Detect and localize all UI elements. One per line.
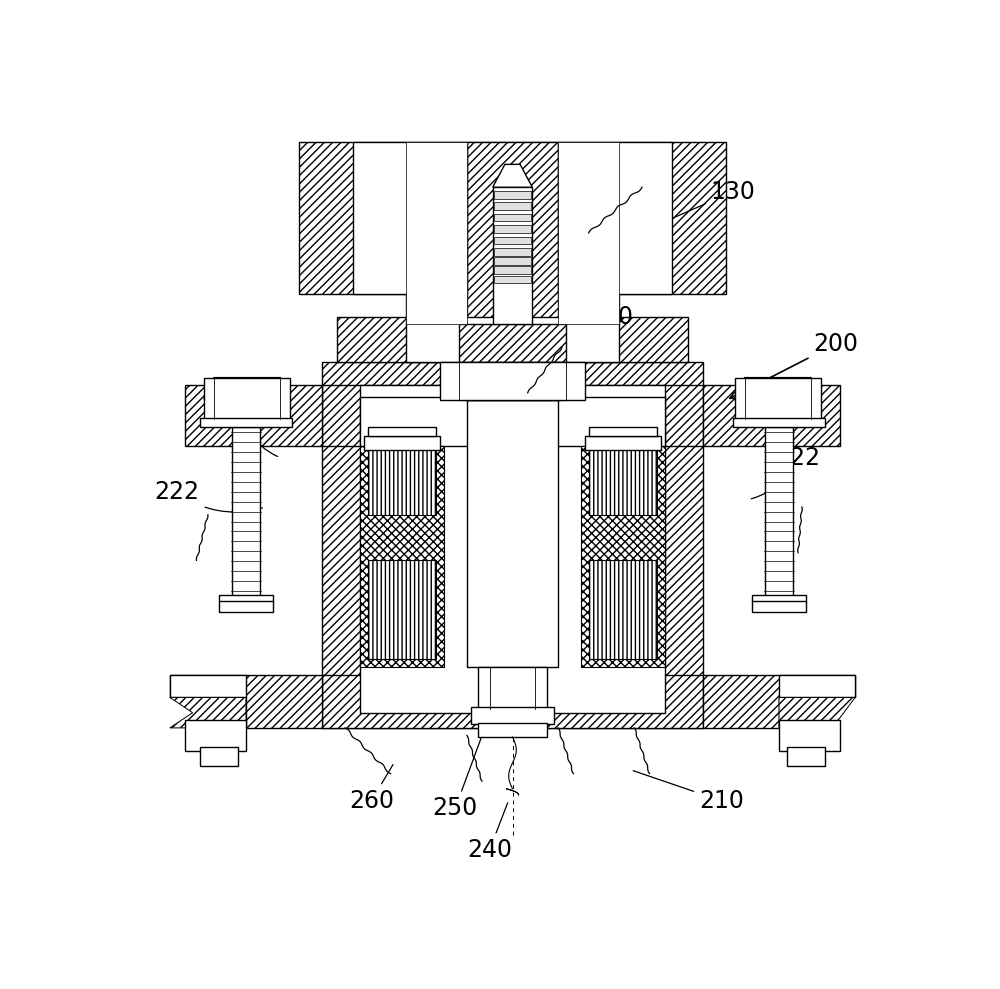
Bar	[585, 436, 661, 450]
Bar	[733, 418, 825, 427]
Bar	[478, 378, 547, 389]
Bar	[204, 378, 290, 419]
Polygon shape	[703, 674, 855, 728]
Bar	[787, 747, 825, 765]
Bar	[368, 446, 436, 514]
Bar	[752, 594, 806, 602]
Bar	[493, 187, 532, 324]
Text: 220: 220	[223, 401, 278, 457]
Bar	[360, 446, 444, 667]
Text: 222: 222	[155, 481, 262, 512]
Bar	[494, 257, 531, 265]
Bar	[589, 427, 657, 436]
Bar	[170, 674, 246, 697]
Bar	[459, 324, 566, 393]
Bar	[467, 401, 558, 667]
Bar	[589, 561, 657, 660]
Text: 250: 250	[433, 738, 481, 821]
Bar	[494, 203, 531, 210]
Bar	[703, 385, 840, 446]
Bar	[406, 141, 467, 324]
Polygon shape	[467, 389, 558, 401]
Bar	[494, 225, 531, 232]
Bar	[406, 316, 619, 362]
Bar	[779, 674, 855, 697]
Polygon shape	[299, 141, 726, 324]
Bar	[558, 141, 672, 294]
Bar	[360, 385, 665, 713]
Bar	[589, 446, 657, 514]
Bar	[494, 214, 531, 222]
Text: 222: 222	[751, 446, 820, 498]
Bar	[337, 316, 688, 362]
Bar	[322, 385, 703, 446]
Bar	[368, 427, 436, 436]
Bar	[185, 720, 246, 751]
Bar	[765, 427, 793, 598]
Bar	[219, 594, 273, 602]
Bar	[440, 362, 585, 401]
Bar	[232, 427, 260, 598]
Polygon shape	[467, 141, 558, 324]
Polygon shape	[440, 362, 585, 401]
Text: 210: 210	[633, 770, 744, 813]
Polygon shape	[779, 697, 855, 728]
Bar	[353, 141, 467, 294]
Text: 200: 200	[730, 332, 858, 399]
Bar	[478, 667, 547, 709]
Text: 260: 260	[349, 764, 394, 813]
Polygon shape	[170, 697, 246, 728]
Polygon shape	[204, 378, 290, 419]
Text: 230: 230	[548, 306, 634, 371]
Bar	[752, 600, 806, 612]
Bar	[735, 378, 821, 419]
Bar	[360, 397, 665, 446]
Polygon shape	[170, 674, 322, 728]
Bar	[779, 720, 840, 751]
Bar	[494, 248, 531, 256]
Text: 240: 240	[467, 803, 512, 862]
Text: 130: 130	[633, 180, 755, 235]
Bar	[478, 723, 547, 737]
Bar	[322, 674, 703, 728]
Bar	[219, 600, 273, 612]
Bar	[322, 362, 703, 728]
Bar	[368, 561, 436, 660]
Bar	[581, 446, 665, 667]
Bar	[494, 266, 531, 274]
Bar	[558, 141, 619, 324]
Bar	[494, 191, 531, 199]
Polygon shape	[493, 164, 532, 187]
Bar	[364, 436, 440, 450]
Polygon shape	[735, 378, 821, 419]
Bar	[185, 385, 322, 446]
Bar	[494, 236, 531, 244]
Bar	[200, 418, 292, 427]
Bar	[200, 747, 238, 765]
Bar	[494, 276, 531, 283]
Bar	[471, 707, 554, 724]
